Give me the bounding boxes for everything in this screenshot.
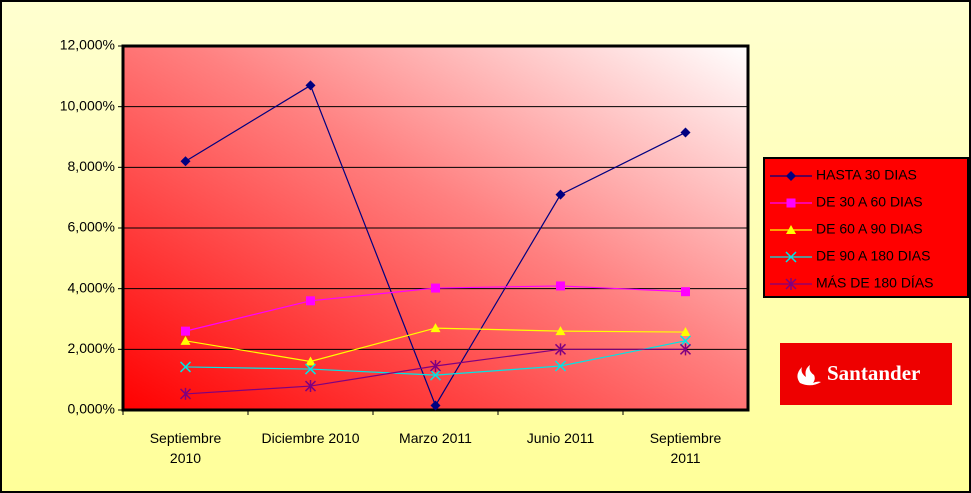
logo-text: Santander — [827, 361, 920, 385]
marker — [430, 323, 441, 333]
y-tick-label: 6,000% — [68, 219, 115, 235]
marker — [180, 335, 191, 345]
y-tick-label: 10,000% — [60, 97, 115, 113]
marker — [179, 387, 192, 400]
legend-label: MÁS DE 180 DÍAS — [816, 275, 934, 291]
marker — [179, 361, 192, 373]
marker — [180, 156, 191, 167]
x-tick-label: Diciembre 2010 — [261, 430, 360, 446]
marker — [785, 278, 797, 290]
marker — [429, 369, 442, 381]
marker — [555, 326, 566, 336]
marker — [556, 281, 565, 291]
x-tick-label: Septiembre 2010 — [149, 430, 222, 466]
x-tick-label: Junio 2011 — [526, 430, 595, 446]
marker — [679, 335, 692, 347]
y-tick-label: 2,000% — [68, 340, 115, 356]
y-tick-label: 8,000% — [68, 158, 115, 174]
legend-label: DE 60 A 90 DIAS — [816, 221, 923, 237]
marker — [304, 380, 317, 393]
marker — [555, 189, 566, 200]
marker — [786, 198, 796, 208]
y-tick-label: 4,000% — [68, 279, 115, 295]
marker — [431, 283, 440, 293]
marker — [786, 225, 796, 234]
logo-flame — [797, 365, 821, 386]
legend-box — [763, 157, 969, 298]
marker — [429, 360, 442, 373]
marker — [786, 171, 796, 181]
marker — [304, 363, 317, 375]
marker — [181, 326, 190, 336]
legend-label: DE 30 A 60 DIAS — [816, 194, 923, 210]
marker — [554, 343, 567, 356]
marker — [681, 287, 690, 297]
marker — [680, 327, 691, 337]
marker — [305, 80, 316, 91]
marker — [305, 356, 316, 366]
legend-label: DE 90 A 180 DIAS — [816, 248, 930, 264]
marker — [785, 251, 797, 263]
x-tick-label: Septiembre 2011 — [649, 430, 722, 466]
marker — [430, 400, 441, 411]
marker — [680, 127, 691, 138]
y-tick-label: 12,000% — [60, 37, 115, 53]
y-tick-label: 0,000% — [68, 401, 115, 417]
legend-label: HASTA 30 DIAS — [816, 167, 917, 183]
marker — [554, 360, 567, 372]
marker — [306, 296, 315, 306]
x-tick-label: Marzo 2011 — [399, 430, 472, 446]
marker — [679, 343, 692, 356]
